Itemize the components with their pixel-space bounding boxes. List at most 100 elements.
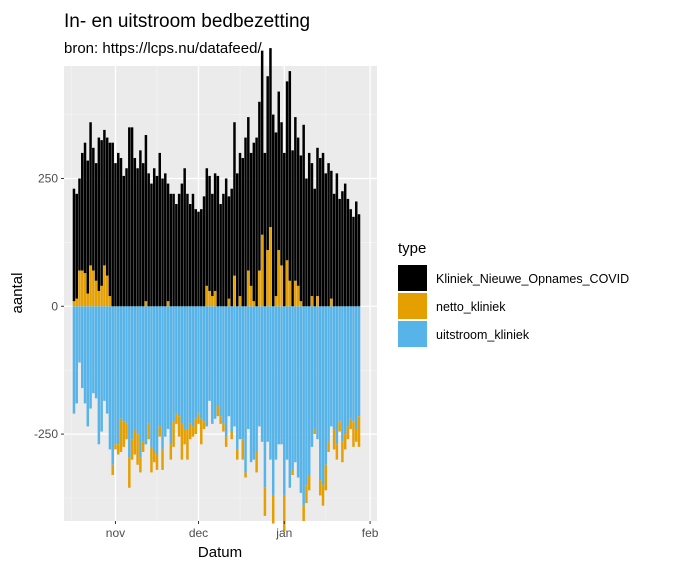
bar-Kliniek_Nieuwe_Opnames_COVID [205, 168, 209, 286]
bar-Kliniek_Nieuwe_Opnames_COVID [296, 137, 300, 286]
bar-uitstroom_kliniek [338, 306, 341, 422]
bar-netto_kliniek [247, 270, 250, 307]
bar-Kliniek_Nieuwe_Opnames_COVID [78, 178, 81, 271]
bar-netto_kliniek [236, 449, 239, 460]
bar-Kliniek_Nieuwe_Opnames_COVID [266, 76, 269, 251]
bar-Kliniek_Nieuwe_Opnames_COVID [100, 140, 103, 286]
bar-Kliniek_Nieuwe_Opnames_COVID [241, 158, 245, 307]
bar-netto_kliniek [219, 416, 222, 424]
bar-uitstroom_kliniek [100, 306, 103, 432]
bar-netto_kliniek [241, 439, 245, 460]
bar-uitstroom_kliniek [255, 306, 258, 452]
bar-Kliniek_Nieuwe_Opnames_COVID [277, 91, 280, 251]
bar-Kliniek_Nieuwe_Opnames_COVID [321, 152, 325, 307]
legend-label: uitstroom_kliniek [436, 328, 530, 342]
bar-netto_kliniek [150, 446, 153, 473]
bar-netto_kliniek [330, 298, 333, 307]
bar-netto_kliniek [296, 285, 300, 307]
bar-uitstroom_kliniek [313, 306, 316, 429]
bar-Kliniek_Nieuwe_Opnames_COVID [349, 209, 352, 307]
bar-uitstroom_kliniek [258, 306, 261, 427]
bar-Kliniek_Nieuwe_Opnames_COVID [144, 135, 148, 302]
bar-Kliniek_Nieuwe_Opnames_COVID [166, 183, 170, 302]
bar-Kliniek_Nieuwe_Opnames_COVID [117, 152, 120, 307]
bars [72, 48, 361, 532]
bar-Kliniek_Nieuwe_Opnames_COVID [105, 137, 109, 276]
bar-netto_kliniek [155, 454, 159, 470]
bar-netto_kliniek [338, 421, 341, 432]
bar-uitstroom_kliniek [97, 306, 101, 445]
bar-uitstroom_kliniek [294, 306, 297, 463]
bar-netto_kliniek [349, 418, 352, 429]
bar-uitstroom_kliniek [283, 306, 286, 496]
bar-Kliniek_Nieuwe_Opnames_COVID [285, 81, 289, 261]
bar-netto_kliniek [200, 418, 203, 445]
bar-uitstroom_kliniek [321, 306, 325, 486]
bar-Kliniek_Nieuwe_Opnames_COVID [249, 152, 253, 286]
bar-netto_kliniek [280, 265, 283, 307]
bar-uitstroom_kliniek [114, 306, 117, 445]
bar-netto_kliniek [313, 428, 316, 435]
bar-Kliniek_Nieuwe_Opnames_COVID [216, 175, 220, 307]
bar-Kliniek_Nieuwe_Opnames_COVID [81, 152, 84, 271]
bar-Kliniek_Nieuwe_Opnames_COVID [89, 122, 92, 266]
legend-title: type [398, 240, 426, 257]
bar-netto_kliniek [111, 464, 114, 475]
bar-uitstroom_kliniek [263, 306, 267, 488]
bar-netto_kliniek [83, 273, 87, 307]
bar-uitstroom_kliniek [158, 306, 161, 427]
bar-Kliniek_Nieuwe_Opnames_COVID [177, 193, 181, 307]
bar-netto_kliniek [130, 439, 134, 460]
bar-Kliniek_Nieuwe_Opnames_COVID [283, 152, 286, 307]
bar-uitstroom_kliniek [332, 306, 336, 429]
bar-Kliniek_Nieuwe_Opnames_COVID [274, 132, 278, 297]
bar-netto_kliniek [139, 457, 142, 473]
bar-uitstroom_kliniek [316, 306, 319, 440]
bar-uitstroom_kliniek [128, 306, 131, 458]
bar-uitstroom_kliniek [280, 306, 283, 445]
bar-uitstroom_kliniek [183, 306, 186, 429]
bar-Kliniek_Nieuwe_Opnames_COVID [152, 168, 156, 307]
bar-netto_kliniek [335, 444, 339, 460]
bar-uitstroom_kliniek [244, 306, 247, 473]
bar-Kliniek_Nieuwe_Opnames_COVID [294, 117, 297, 281]
y-tick-label: 250 [38, 171, 58, 185]
bar-uitstroom_kliniek [202, 306, 206, 422]
bar-Kliniek_Nieuwe_Opnames_COVID [299, 155, 303, 302]
bar-Kliniek_Nieuwe_Opnames_COVID [332, 193, 336, 307]
bar-uitstroom_kliniek [349, 306, 352, 419]
bar-netto_kliniek [274, 296, 278, 307]
bar-Kliniek_Nieuwe_Opnames_COVID [258, 101, 261, 271]
bar-uitstroom_kliniek [144, 306, 148, 445]
bar-netto_kliniek [294, 280, 297, 307]
bar-uitstroom_kliniek [205, 306, 209, 427]
bar-Kliniek_Nieuwe_Opnames_COVID [128, 127, 131, 307]
bar-uitstroom_kliniek [172, 306, 175, 422]
bar-Kliniek_Nieuwe_Opnames_COVID [183, 168, 186, 307]
bar-uitstroom_kliniek [194, 306, 197, 419]
bar-uitstroom_kliniek [119, 306, 123, 419]
bar-Kliniek_Nieuwe_Opnames_COVID [355, 201, 358, 307]
bar-uitstroom_kliniek [133, 306, 137, 429]
bar-Kliniek_Nieuwe_Opnames_COVID [72, 188, 76, 302]
bar-netto_kliniek [89, 265, 92, 307]
chart-title: In- en uitstroom bedbezetting [64, 11, 310, 32]
bar-Kliniek_Nieuwe_Opnames_COVID [327, 163, 330, 307]
x-tick-label: nov [106, 526, 125, 540]
bar-Kliniek_Nieuwe_Opnames_COVID [119, 158, 123, 307]
bar-netto_kliniek [249, 285, 253, 307]
bar-netto_kliniek [355, 428, 358, 442]
bar-netto_kliniek [75, 298, 78, 307]
bar-uitstroom_kliniek [213, 306, 217, 419]
bar-Kliniek_Nieuwe_Opnames_COVID [175, 204, 178, 307]
bar-uitstroom_kliniek [227, 306, 231, 417]
bar-netto_kliniek [161, 449, 164, 470]
bar-netto_kliniek [230, 431, 233, 440]
y-tick-label: -250 [34, 427, 58, 441]
bar-uitstroom_kliniek [307, 306, 311, 475]
bar-netto_kliniek [305, 485, 308, 504]
bar-Kliniek_Nieuwe_Opnames_COVID [122, 175, 126, 307]
bar-uitstroom_kliniek [147, 306, 150, 424]
bar-Kliniek_Nieuwe_Opnames_COVID [136, 168, 139, 307]
